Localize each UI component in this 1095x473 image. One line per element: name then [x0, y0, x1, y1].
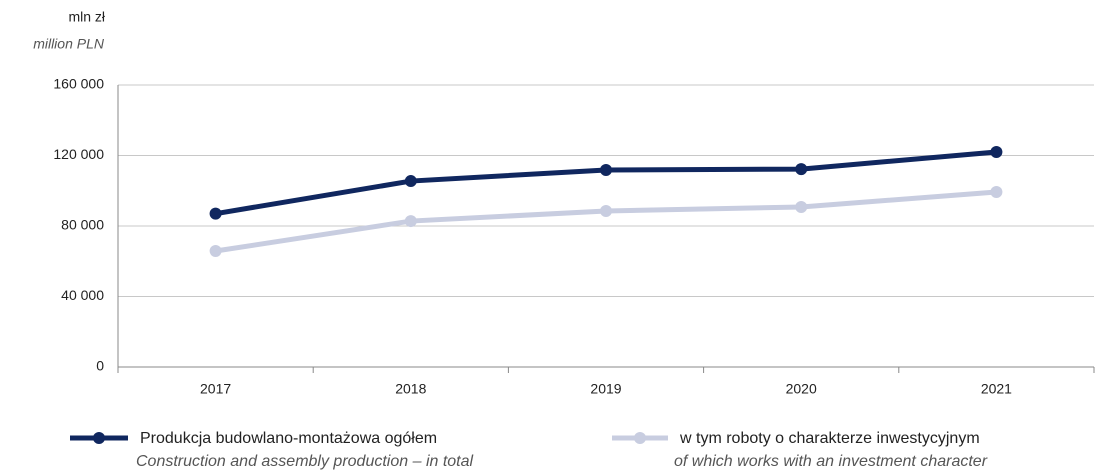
x-tick-label: 2020	[786, 381, 817, 397]
marker	[209, 207, 222, 220]
marker	[404, 175, 417, 188]
legend-label: Produkcja budowlano-montażowa ogółem	[140, 430, 437, 447]
legend-marker	[93, 432, 105, 444]
legend-marker	[634, 432, 646, 444]
y-tick-label: 80 000	[61, 217, 104, 233]
y-axis-label-en: million PLN	[33, 36, 105, 52]
x-tick-label: 2021	[981, 381, 1012, 397]
marker	[600, 163, 612, 176]
x-tick-label: 2018	[395, 381, 426, 397]
marker	[600, 205, 612, 218]
y-tick-label: 0	[96, 358, 104, 374]
y-tick-label: 40 000	[61, 287, 104, 303]
marker	[795, 200, 808, 213]
x-tick-label: 2019	[590, 381, 621, 397]
marker	[795, 163, 808, 176]
line	[215, 149, 997, 217]
line	[215, 189, 997, 254]
marker	[990, 185, 1003, 198]
y-tick-label: 160 000	[53, 76, 104, 92]
y-tick-label: 120 000	[53, 146, 104, 162]
legend-label-en: of which works with an investment charac…	[674, 453, 988, 470]
x-tick-label: 2017	[200, 381, 231, 397]
y-axis-label: mln zł	[68, 9, 105, 25]
marker	[209, 245, 222, 258]
legend-label-en: Construction and assembly production – i…	[136, 453, 474, 470]
legend-label: w tym roboty o charakterze inwestycyjnym	[679, 430, 980, 447]
marker	[990, 145, 1003, 158]
marker	[404, 215, 417, 228]
